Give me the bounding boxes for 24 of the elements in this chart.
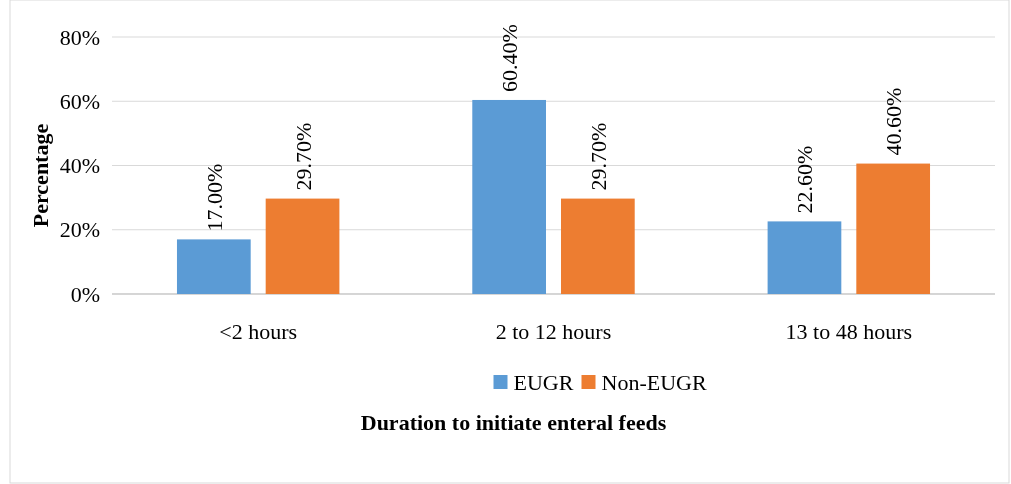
data-label: 29.70%: [585, 122, 611, 191]
x-axis-title: Duration to initiate enteral feeds: [360, 410, 667, 435]
x-tick-label: 13 to 48 hours: [785, 319, 913, 344]
y-tick-label: 40%: [59, 153, 100, 179]
data-label: 22.60%: [792, 145, 818, 214]
bar: [472, 99, 546, 294]
y-tick-label: 0%: [70, 281, 100, 307]
x-tick-label: <2 hours: [219, 319, 298, 344]
bar: [856, 163, 931, 294]
legend-label: Non-EUGR: [601, 369, 707, 395]
bar: [176, 239, 251, 294]
data-label: 40.60%: [881, 87, 907, 156]
data-label: 17.00%: [201, 163, 227, 232]
y-axis-title: Percentage: [28, 123, 53, 228]
data-label: 60.40%: [497, 24, 523, 92]
x-tick-label: 2 to 12 hours: [495, 319, 612, 344]
data-label: 29.70%: [290, 122, 316, 191]
bar: [767, 221, 842, 294]
bar: [561, 198, 635, 294]
y-tick-label: 20%: [59, 217, 100, 243]
y-tick-label: 80%: [59, 24, 100, 50]
legend-label: EUGR: [513, 369, 574, 395]
y-tick-label: 60%: [59, 88, 100, 114]
bar: [265, 198, 340, 294]
